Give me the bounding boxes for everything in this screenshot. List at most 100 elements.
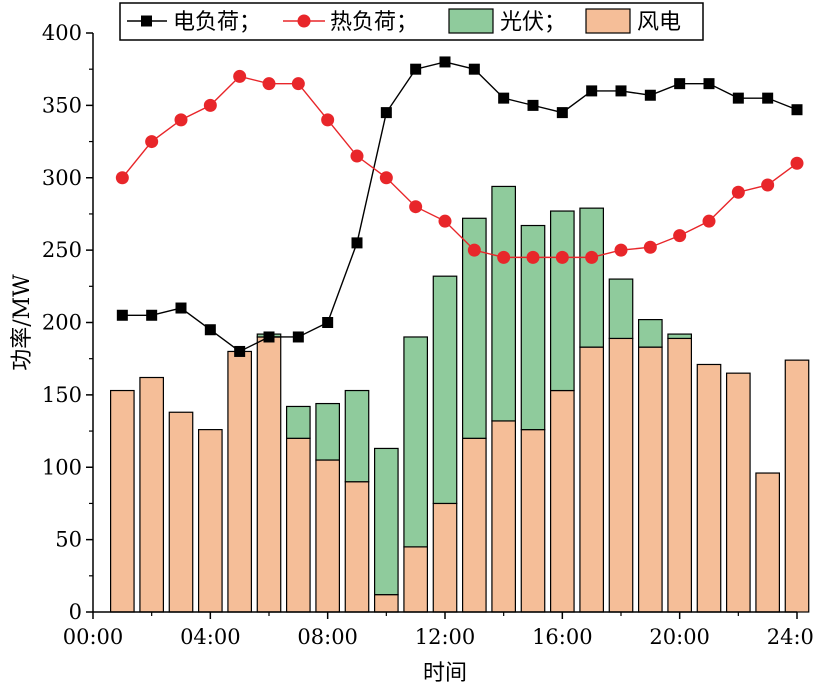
x-axis-title: 时间 bbox=[423, 661, 467, 686]
y-tick-label: 250 bbox=[42, 238, 82, 262]
pv-bar bbox=[579, 207, 605, 348]
heat-load-point bbox=[233, 69, 247, 83]
x-tick-label: 08:00 bbox=[297, 625, 358, 649]
pv-bar bbox=[286, 405, 311, 439]
pv-bar bbox=[491, 185, 516, 422]
wind-bar bbox=[403, 546, 428, 613]
wind-bar bbox=[784, 359, 810, 613]
legend-label-pv: 光伏； bbox=[500, 10, 566, 35]
pv-bar bbox=[315, 402, 340, 461]
heat-load-point bbox=[145, 135, 159, 149]
heat-load-point bbox=[526, 250, 540, 264]
wind-bar bbox=[520, 429, 546, 613]
heat-load-point bbox=[614, 243, 628, 257]
wind-bar bbox=[637, 346, 663, 613]
x-tick-label: 24:00 bbox=[767, 625, 815, 649]
heat-load-point bbox=[203, 98, 217, 112]
electric-load-point bbox=[527, 99, 539, 111]
x-tick-label: 12:00 bbox=[415, 625, 476, 649]
lines-layer bbox=[115, 56, 804, 357]
legend-label-wind: 风电 bbox=[637, 10, 681, 35]
electric-load-point bbox=[644, 89, 656, 101]
electric-load-point bbox=[586, 85, 598, 97]
wind-bar bbox=[227, 350, 253, 613]
heat-load-point bbox=[409, 200, 423, 214]
wind-bar bbox=[491, 420, 516, 613]
x-tick-label: 16:00 bbox=[532, 625, 593, 649]
electric-load-point bbox=[674, 78, 686, 90]
heat-load-point bbox=[497, 250, 511, 264]
electric-load-point bbox=[703, 78, 715, 90]
y-tick-label: 150 bbox=[42, 383, 82, 407]
y-tick-label: 400 bbox=[42, 21, 82, 45]
heat-load-point bbox=[643, 240, 657, 254]
electric-load-point bbox=[234, 345, 246, 357]
legend: 电负荷； 热负荷； 光伏； 风电 bbox=[119, 2, 704, 41]
pv-bar bbox=[374, 447, 399, 596]
heat-load-point bbox=[731, 185, 745, 199]
pv-bar bbox=[432, 275, 458, 505]
x-tick-label: 00:00 bbox=[63, 625, 124, 649]
wind-bar bbox=[608, 337, 634, 613]
x-tick-label: 20:00 bbox=[649, 625, 710, 649]
wind-bar bbox=[696, 363, 722, 613]
heat-load-point bbox=[555, 250, 569, 264]
bars-layer bbox=[109, 185, 810, 613]
electric-load-point bbox=[468, 63, 480, 75]
wind-bar bbox=[374, 594, 399, 613]
electric-load-point bbox=[380, 107, 392, 119]
electric-load-point bbox=[175, 302, 187, 314]
wind-bar bbox=[549, 389, 575, 613]
electric-load-point bbox=[146, 309, 158, 321]
heat-load-point bbox=[321, 113, 335, 127]
legend-marker-electric-load bbox=[141, 15, 152, 27]
wind-bar bbox=[579, 346, 605, 613]
wind-bar bbox=[755, 472, 781, 613]
wind-bar bbox=[139, 376, 165, 613]
heat-load-line bbox=[121, 75, 798, 259]
heat-load-point bbox=[790, 156, 804, 170]
electric-load-point bbox=[292, 331, 304, 343]
electric-load-point bbox=[351, 237, 363, 249]
electric-load-point bbox=[556, 107, 568, 119]
electric-load-point bbox=[498, 92, 510, 104]
wind-bar bbox=[725, 372, 751, 613]
legend-swatch-wind bbox=[585, 8, 631, 34]
heat-load-point bbox=[467, 243, 481, 257]
electric-load-point bbox=[439, 56, 451, 68]
wind-bar bbox=[344, 481, 370, 613]
pv-bar bbox=[608, 278, 634, 340]
heat-load-point bbox=[673, 229, 687, 243]
y-tick-label: 200 bbox=[42, 311, 82, 335]
wind-bar bbox=[315, 459, 340, 613]
axes-layer: 0 50 100 150 200 250 300 350 400 00:00 04:00 08:00 1… bbox=[42, 21, 815, 649]
electric-load-point bbox=[762, 92, 774, 104]
heat-load-point bbox=[291, 77, 305, 91]
electric-load-line bbox=[122, 61, 798, 353]
wind-bar bbox=[286, 437, 311, 613]
heat-load-point bbox=[702, 214, 716, 228]
electric-load-point bbox=[615, 85, 627, 97]
pv-bar bbox=[549, 210, 575, 392]
y-tick-label: 0 bbox=[69, 600, 82, 624]
y-axis-title: 功率/MW bbox=[10, 274, 35, 371]
legend-label-electric-load: 电负荷； bbox=[173, 10, 261, 35]
y-tick-label: 50 bbox=[55, 528, 82, 552]
y-tick-label: 100 bbox=[42, 455, 82, 479]
heat-load-point bbox=[350, 149, 364, 163]
pv-bar bbox=[637, 319, 663, 348]
wind-bar bbox=[256, 336, 282, 613]
pv-bar bbox=[520, 224, 546, 431]
heat-load-point bbox=[115, 171, 129, 185]
electric-load-point bbox=[116, 309, 128, 321]
electric-load-point bbox=[204, 324, 216, 336]
pv-bar bbox=[344, 389, 370, 483]
electric-load-point bbox=[791, 104, 803, 116]
y-tick-label: 350 bbox=[42, 93, 82, 117]
x-tick-label: 04:00 bbox=[180, 625, 241, 649]
heat-load-point bbox=[262, 77, 276, 91]
wind-bar bbox=[667, 337, 693, 613]
pv-bar bbox=[403, 336, 428, 548]
